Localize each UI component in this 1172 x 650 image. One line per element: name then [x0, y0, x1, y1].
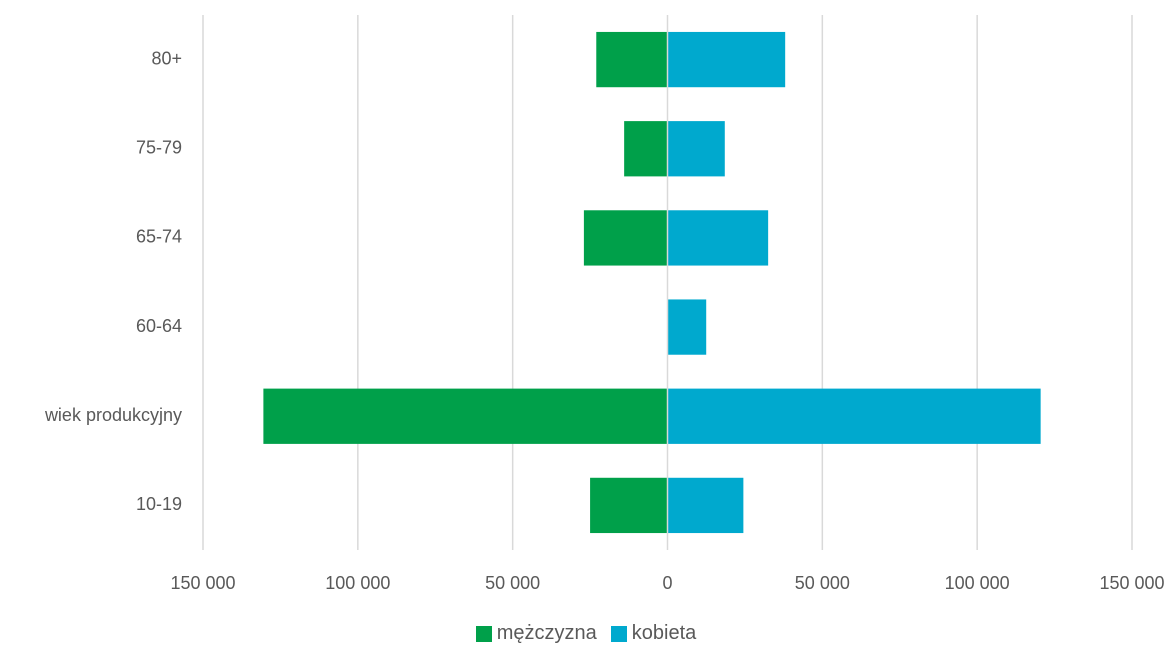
- bar-female: [667, 299, 707, 355]
- x-tick-label: 50 000: [485, 573, 540, 593]
- x-tick-label: 100 000: [945, 573, 1010, 593]
- legend-item-female: kobieta: [610, 622, 697, 645]
- bar-female: [667, 121, 725, 177]
- legend-label-male: mężczyzna: [496, 622, 597, 644]
- x-tick-label: 0: [662, 573, 672, 593]
- x-tick-label: 100 000: [325, 573, 390, 593]
- category-label: wiek produkcyjny: [44, 405, 182, 425]
- bar-female: [667, 210, 769, 266]
- bar-female: [667, 31, 786, 88]
- bar-male: [583, 210, 668, 266]
- category-label: 60-64: [136, 316, 182, 336]
- legend-item-male: mężczyzna: [475, 622, 597, 645]
- bar-female: [667, 388, 1041, 444]
- category-labels: 80+ 75-79 65-74 60-64 wiek produkcyjny 10-19: [44, 48, 182, 514]
- bar-male: [596, 31, 668, 88]
- legend-label-female: kobieta: [631, 622, 697, 644]
- category-label: 65-74: [136, 227, 182, 247]
- x-tick-label: 150 000: [1099, 573, 1164, 593]
- category-label: 80+: [151, 48, 182, 68]
- x-tick-label: 150 000: [170, 573, 235, 593]
- bar-female: [667, 477, 744, 534]
- category-label: 10-19: [136, 494, 182, 514]
- bar-male: [590, 477, 668, 534]
- legend-swatch-female: [610, 625, 627, 642]
- x-tick-label: 50 000: [795, 573, 850, 593]
- gridlines: [202, 15, 1133, 550]
- bars: [263, 31, 1041, 534]
- x-tick-labels: 150 000 100 000 50 000 0 50 000 100 000 150 00…: [170, 573, 1164, 593]
- bar-male: [624, 121, 668, 177]
- legend: mężczyzna kobieta: [0, 622, 1172, 645]
- legend-swatch-male: [475, 625, 492, 642]
- bar-male: [263, 388, 668, 444]
- category-label: 75-79: [136, 138, 182, 158]
